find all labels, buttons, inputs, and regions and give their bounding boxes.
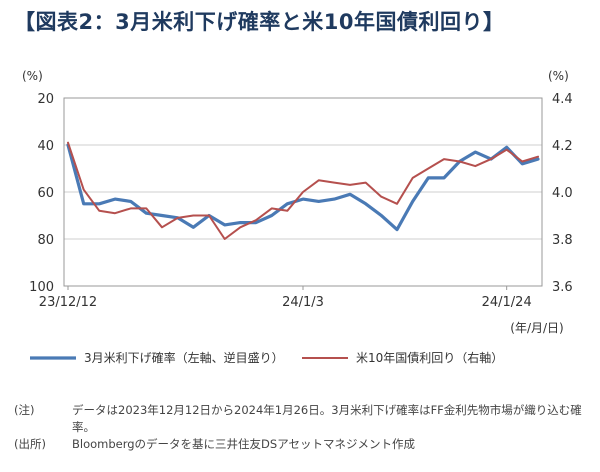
left-tick-label: 80 [37, 233, 54, 248]
notes: (注) データは2023年12月12日から2024年1月26日。3月米利下げ確率… [14, 402, 594, 453]
left-tick-label: 40 [37, 139, 54, 154]
series-line-10y-yield [67, 141, 539, 240]
right-tick-label: 3.8 [552, 233, 573, 248]
source-body: Bloombergのデータを基に三井住友DSアセットマネジメント作成 [72, 437, 415, 451]
note-row: (注) データは2023年12月12日から2024年1月26日。3月米利下げ確率… [14, 402, 594, 436]
x-tick-label: 24/1/3 [282, 295, 324, 310]
legend-label: 3月米利下げ確率（左軸、逆目盛り） [84, 350, 284, 365]
legend-label: 米10年国債利回り（右軸） [356, 350, 503, 365]
x-axis-unit: (年/月/日) [510, 321, 563, 335]
source-row: (出所) Bloombergのデータを基に三井住友DSアセットマネジメント作成 [14, 436, 594, 453]
left-tick-label: 60 [37, 186, 54, 201]
left-tick-label: 100 [29, 280, 54, 295]
right-axis-unit: (%) [548, 69, 569, 83]
x-axis: 23/12/12 24/1/3 24/1/24 (年/月/日) [39, 286, 564, 335]
series-line-rate-cut-probability [66, 143, 540, 232]
legend: 3月米利下げ確率（左軸、逆目盛り） 米10年国債利回り（右軸） [30, 350, 503, 365]
source-head: (出所) [14, 437, 46, 451]
left-tick-label: 20 [37, 92, 54, 107]
note-head: (注) [14, 403, 35, 417]
right-tick-label: 4.4 [552, 92, 573, 107]
right-tick-label: 4.2 [552, 139, 573, 154]
note-body: データは2023年12月12日から2024年1月26日。3月米利下げ確率はFF金… [72, 403, 582, 434]
x-tick-label: 23/12/12 [39, 295, 97, 310]
chart-title: 【図表2：3月米利下げ確率と米10年国債利回り】 [14, 10, 505, 34]
left-axis: 20 40 60 80 100 (%) [22, 69, 54, 295]
right-tick-label: 4.0 [552, 186, 573, 201]
right-axis: 4.4 4.2 4.0 3.8 3.6 (%) [548, 69, 573, 295]
left-axis-unit: (%) [22, 69, 43, 83]
series-layer [66, 141, 540, 240]
line-chart: 20 40 60 80 100 (%) 4.4 4.2 4.0 3.8 3.6 (%) 23/12/… [22, 69, 573, 365]
right-tick-label: 3.6 [552, 280, 573, 295]
x-tick-label: 24/1/24 [482, 295, 532, 310]
